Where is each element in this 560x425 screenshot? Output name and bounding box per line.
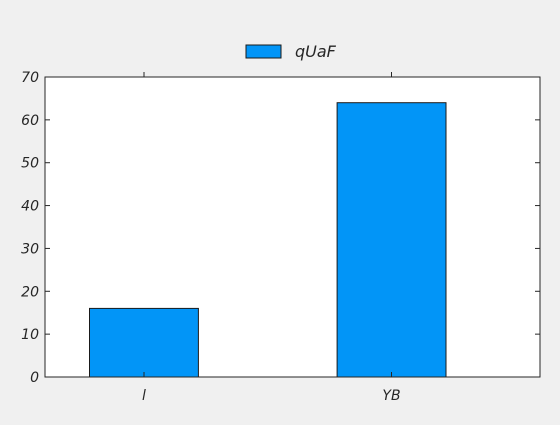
legend: qUaF [245,42,337,61]
x-tick-label: YB [382,388,400,404]
legend-label: qUaF [295,42,337,61]
y-tick-label: 20 [21,284,39,300]
y-tick-label: 70 [21,70,39,86]
bar-YB [336,102,447,378]
y-tick-label: 60 [21,113,39,129]
y-tick-label: 0 [30,370,39,386]
y-tick-label: 10 [21,327,39,343]
plot-frame [44,76,541,378]
y-tick-label: 50 [21,156,39,172]
x-tick-label: l [142,388,146,404]
bars [89,102,447,378]
y-tick-label: 40 [21,199,39,215]
y-tick-label: 30 [21,241,39,257]
bar-l [89,307,199,378]
legend-swatch [245,44,282,59]
